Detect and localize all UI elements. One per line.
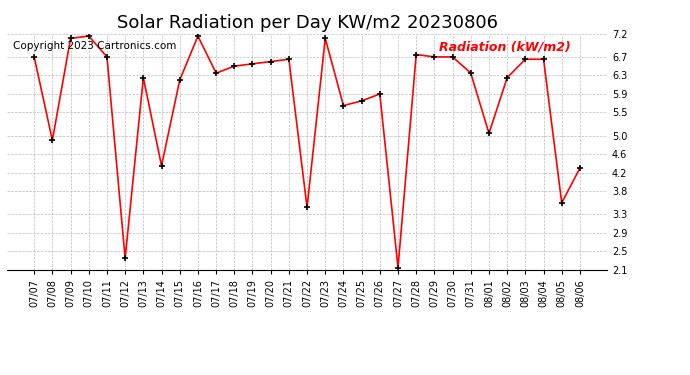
Text: Copyright 2023 Cartronics.com: Copyright 2023 Cartronics.com bbox=[13, 41, 176, 51]
Text: Radiation (kW/m2): Radiation (kW/m2) bbox=[439, 41, 571, 54]
Title: Solar Radiation per Day KW/m2 20230806: Solar Radiation per Day KW/m2 20230806 bbox=[117, 14, 497, 32]
